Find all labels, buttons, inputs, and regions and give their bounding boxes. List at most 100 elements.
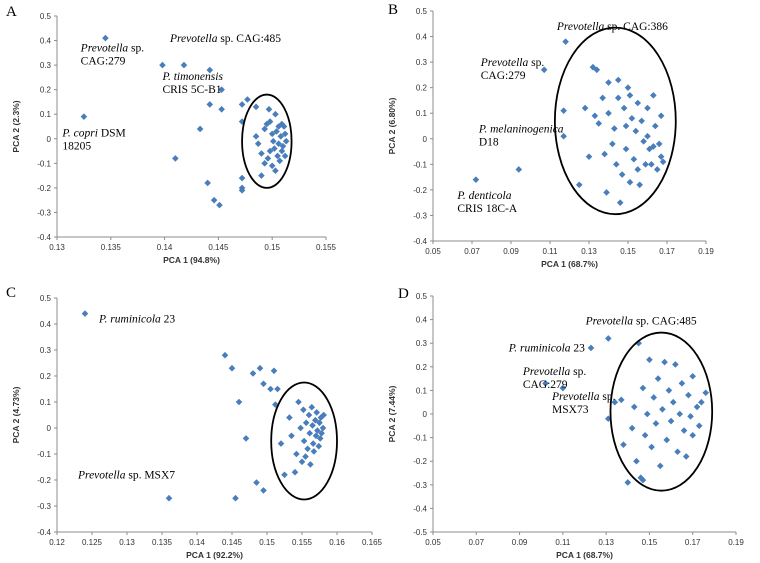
data-point (638, 117, 645, 125)
annotation-segment: sp. (600, 391, 616, 403)
data-point (261, 125, 268, 133)
data-point (542, 380, 549, 387)
data-point (639, 476, 647, 484)
x-axis-title: PCA 1 (68.7%) (556, 550, 613, 560)
y-tick-label: -0.1 (37, 159, 51, 168)
data-point (648, 161, 655, 168)
x-tick-label: 0.155 (316, 243, 337, 252)
data-point (636, 181, 643, 189)
data-point (238, 187, 246, 194)
data-point (601, 150, 608, 158)
data-point (242, 435, 250, 442)
data-point (656, 462, 664, 470)
data-point (605, 415, 612, 423)
annotation-segment: P. ruminicola (508, 342, 571, 354)
data-point (622, 122, 630, 130)
data-point (616, 199, 624, 206)
y-tick-label: 0.2 (416, 84, 428, 93)
y-tick-label: -0.2 (413, 186, 427, 195)
data-point (268, 130, 276, 138)
data-point (593, 66, 601, 74)
panel-c: C -0.4 -0.3 -0.2 -0.1 0 0.1 0.2 0.3 0.4 0.5 0.12 0.1… (6, 285, 383, 560)
data-point (274, 152, 281, 160)
x-tick-label: 0.15 (620, 247, 636, 256)
x-tick-label: 0.12 (49, 538, 65, 547)
data-point (622, 145, 630, 153)
strain-annotation: P. timonensis CRIS 5C-B1 (161, 71, 223, 96)
data-point (640, 138, 647, 145)
y-tick-label: -0.2 (37, 476, 51, 485)
y-tick-label: 0.4 (416, 33, 428, 42)
data-point (258, 150, 265, 157)
data-point (316, 419, 323, 427)
y-tick-label: -0.3 (37, 208, 51, 217)
annotation-segment: DSM (98, 127, 126, 139)
data-point (302, 453, 309, 460)
data-point (605, 109, 612, 117)
cluster-ellipse (553, 26, 677, 216)
y-tick-label: -0.4 (413, 237, 427, 246)
data-point (613, 161, 620, 168)
annotation-segment: CAG:279 (481, 70, 526, 82)
strain-annotation: P. ruminicola 23 (508, 342, 585, 354)
annotation-segment: sp. (570, 366, 586, 378)
data-point (272, 167, 279, 174)
y-tick-label: 0 (47, 424, 52, 433)
data-point (81, 310, 89, 317)
data-point (591, 112, 599, 120)
data-point (159, 61, 166, 69)
data-point (695, 422, 703, 430)
y-tick-label: -0.4 (37, 233, 51, 242)
data-point (274, 385, 281, 393)
y-tick-label: 0.5 (416, 292, 428, 301)
data-point (652, 420, 660, 427)
data-point (272, 110, 279, 118)
data-point (644, 132, 651, 140)
data-point (702, 389, 709, 397)
data-point (265, 106, 273, 113)
data-point (238, 174, 246, 182)
data-point (196, 125, 204, 133)
data-point (305, 411, 313, 419)
data-point (310, 448, 318, 455)
data-point (641, 431, 649, 439)
annotation-segment: 23 (161, 314, 176, 326)
y-tick-label: -0.3 (413, 211, 427, 220)
x-tick-label: 0.135 (101, 243, 122, 252)
x-axis-title: PCA 1 (68.7%) (541, 259, 598, 269)
y-tick-label: 0.2 (416, 363, 428, 372)
data-point (643, 410, 651, 418)
cluster-ellipse (609, 331, 714, 492)
y-tick-label: 0.1 (40, 398, 52, 407)
data-point (653, 166, 661, 173)
data-point (102, 34, 109, 42)
data-point (272, 401, 279, 408)
x-axis-title: PCA 1 (94.8%) (163, 255, 220, 265)
data-point (232, 494, 239, 502)
panel-a: A -0.4 -0.3 -0.2 -0.1 0 0.1 0.2 0.3 0.4 0.5 0.13 0.1… (6, 4, 337, 265)
data-point (611, 398, 619, 406)
data-point (626, 92, 634, 99)
data-point (253, 479, 260, 486)
y-axis-title: PCA 2 (7.44%) (387, 385, 397, 442)
data-point (280, 123, 288, 130)
y-tick-label: -0.1 (37, 450, 51, 459)
cluster-ellipse (270, 381, 338, 501)
y-tick-label: -0.1 (413, 160, 427, 169)
data-point (614, 94, 622, 102)
panel-b: B -0.4 -0.3 -0.2 -0.1 0 0.1 0.2 0.3 0.4 0.5 0.05 0.0… (387, 2, 714, 269)
annotation-segment: Prevotella (551, 391, 600, 403)
cluster-ellipse (241, 93, 293, 189)
y-tick-label: 0.2 (40, 372, 52, 381)
data-point (630, 155, 638, 163)
strain-annotation: P. melaninogenica D18 (478, 123, 564, 148)
panel-letter: A (6, 4, 17, 20)
y-tick-label: 0.4 (40, 320, 52, 329)
data-point (618, 171, 626, 178)
data-point (235, 398, 243, 406)
data-point (632, 127, 640, 135)
data-point (172, 155, 179, 162)
x-tick-label: 0.165 (362, 538, 383, 547)
x-tick-label: 0.11 (555, 538, 571, 547)
data-point (614, 76, 622, 84)
